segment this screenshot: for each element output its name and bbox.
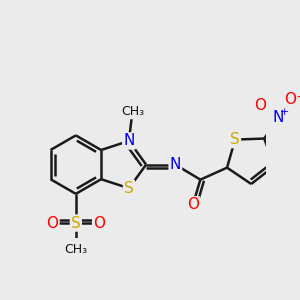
Text: +: + <box>280 106 289 116</box>
Text: S: S <box>71 216 81 231</box>
Text: N: N <box>123 134 135 148</box>
Text: O: O <box>46 216 58 231</box>
Text: CH₃: CH₃ <box>64 243 87 256</box>
Text: CH₃: CH₃ <box>121 105 144 118</box>
Text: O: O <box>284 92 296 107</box>
Text: N: N <box>169 157 181 172</box>
Text: S: S <box>124 181 134 196</box>
Text: -: - <box>296 91 300 105</box>
Text: O: O <box>187 197 199 212</box>
Text: S: S <box>230 132 240 147</box>
Text: O: O <box>254 98 266 113</box>
Text: O: O <box>93 216 105 231</box>
Text: N: N <box>272 110 284 125</box>
